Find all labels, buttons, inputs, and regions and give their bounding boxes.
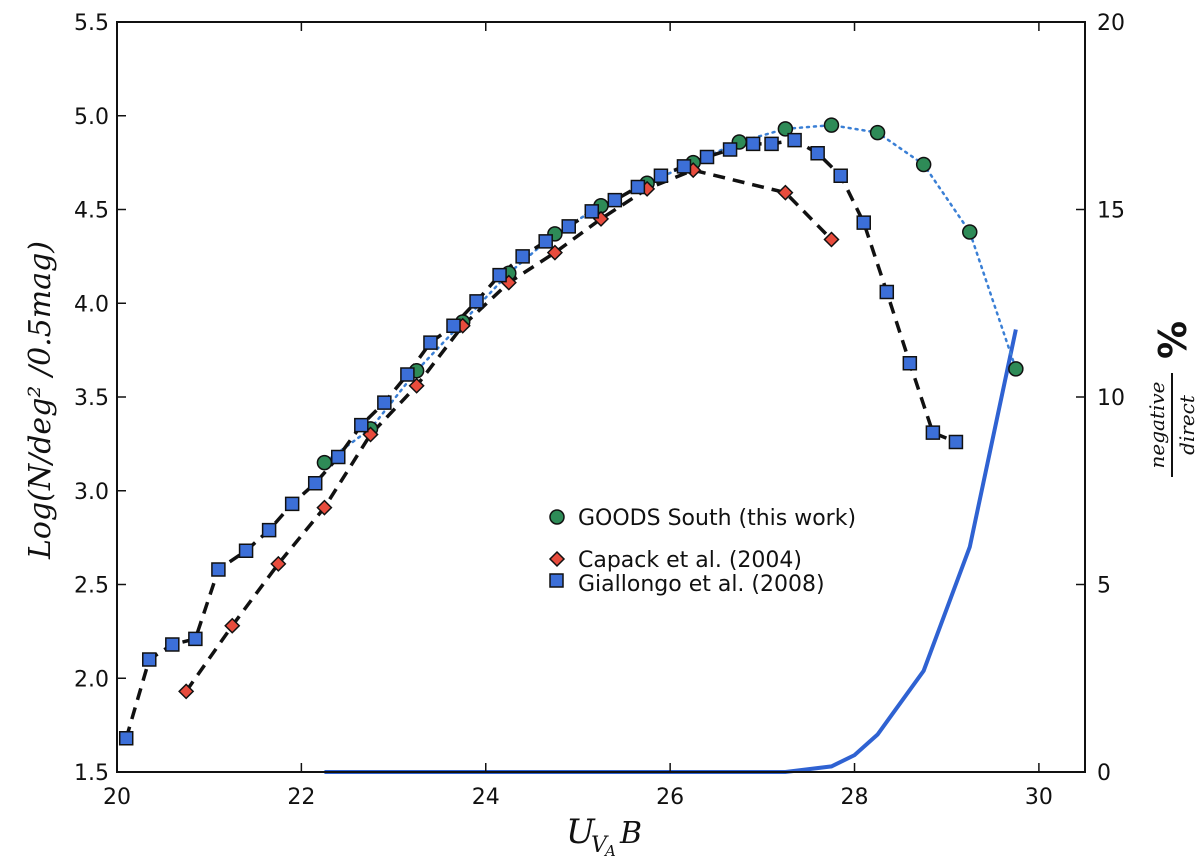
y2-axis-label-denominator: direct	[1175, 394, 1199, 455]
y-tick-label-6: 4.5	[74, 199, 109, 224]
data-point-giallongo-2	[165, 637, 180, 652]
data-point-giallongo-5	[238, 543, 254, 558]
y-tick-label-0: 1.5	[74, 761, 109, 786]
x-tick-label-4: 28	[841, 785, 869, 810]
x-axis-label-sub: V	[591, 833, 609, 857]
x-tick-label-3: 26	[656, 785, 684, 810]
data-point-giallongo-3	[188, 631, 203, 647]
data-point-goods-15	[1008, 361, 1024, 377]
data-point-goods-13	[915, 156, 932, 173]
x-tick-label-1: 22	[287, 785, 315, 810]
data-point-capack-13	[823, 231, 840, 248]
legend-marker-giallongo	[549, 573, 564, 588]
data-point-giallongo-19	[561, 219, 576, 234]
series-line-capack	[184, 168, 833, 693]
x-tick-label-2: 24	[472, 785, 500, 810]
y-tick-label-3: 3.0	[74, 480, 109, 505]
data-point-giallongo-25	[699, 149, 715, 165]
x-axis-label-subsub: A	[603, 842, 616, 857]
series-line-goods	[323, 123, 1018, 464]
y-tick-label-8: 5.5	[74, 11, 109, 36]
data-point-giallongo-13	[423, 335, 438, 350]
data-point-goods-11	[823, 117, 840, 133]
data-point-giallongo-22	[630, 179, 646, 195]
y2-axis-label-unit: %	[1151, 321, 1195, 359]
data-point-capack-12	[777, 184, 794, 201]
y-axis-label: Log(N/deg² /0.5mag)	[23, 241, 58, 560]
x-tick-label-5: 30	[1025, 785, 1053, 810]
y2-axis-label-numerator: negative	[1145, 381, 1169, 468]
data-point-giallongo-32	[856, 215, 871, 230]
data-point-giallongo-4	[211, 562, 226, 577]
data-point-giallongo-18	[538, 234, 553, 249]
data-point-giallongo-10	[354, 417, 369, 433]
data-point-giallongo-14	[446, 318, 461, 333]
data-point-capack-1	[224, 617, 241, 634]
data-point-giallongo-8	[307, 476, 323, 491]
x-tick-label-0: 20	[103, 785, 131, 810]
data-point-giallongo-17	[515, 249, 530, 264]
y-tick-label-2: 2.5	[74, 574, 109, 599]
plot-frame	[116, 21, 1086, 773]
data-point-capack-5	[408, 377, 425, 394]
y2-axis-label: negative direct %	[1145, 321, 1199, 477]
data-point-giallongo-34	[902, 356, 918, 371]
data-point-giallongo-6	[261, 522, 277, 538]
y2-tick-label-2: 10	[1097, 386, 1125, 411]
data-point-giallongo-36	[948, 434, 964, 450]
legend-label-giallongo: Giallongo et al. (2008)	[578, 572, 825, 597]
data-point-giallongo-15	[469, 294, 484, 309]
series-line-giallongo	[124, 138, 957, 739]
data-point-capack-0	[178, 683, 195, 700]
y-tick-label-4: 3.5	[74, 386, 109, 411]
y2-tick-label-1: 5	[1097, 574, 1111, 599]
x-axis-label-main: U	[566, 812, 596, 852]
legend-label-capack: Capack et al. (2004)	[578, 548, 802, 573]
data-point-goods-14	[962, 224, 978, 240]
data-point-giallongo-12	[400, 367, 415, 382]
plot-area	[118, 117, 1024, 774]
data-point-giallongo-24	[676, 159, 692, 174]
y2-tick-label-0: 0	[1097, 761, 1111, 786]
data-point-goods-0	[316, 454, 333, 471]
y2-tick-label-4: 20	[1097, 11, 1125, 36]
data-point-capack-2	[270, 555, 287, 572]
legend-label-goods: GOODS South (this work)	[578, 506, 856, 531]
x-axis-label-tail: B	[619, 816, 642, 851]
x-axis-label: U V A B	[566, 812, 642, 857]
legend-marker-capack	[548, 550, 566, 568]
data-point-giallongo-35	[925, 425, 941, 440]
data-point-giallongo-0	[118, 731, 134, 746]
data-point-goods-10	[777, 121, 794, 137]
data-point-giallongo-27	[745, 136, 761, 152]
data-point-goods-12	[869, 124, 886, 141]
legend: GOODS South (this work) Capack et al. (2…	[548, 506, 856, 597]
data-point-giallongo-21	[607, 192, 623, 208]
data-point-capack-8	[546, 244, 563, 261]
y-tick-label-7: 5.0	[74, 105, 109, 130]
data-point-giallongo-30	[810, 146, 825, 161]
data-point-giallongo-33	[879, 284, 895, 300]
data-point-giallongo-16	[492, 267, 507, 283]
data-point-giallongo-20	[584, 204, 600, 219]
data-point-giallongo-9	[331, 449, 346, 465]
data-point-giallongo-7	[284, 496, 300, 512]
data-point-giallongo-11	[377, 395, 392, 410]
legend-marker-goods	[549, 509, 565, 525]
axes: 20 22 24 26 28 30 1.5 2.0 2.5 3.0 3.5 4.0 4.5 5.0 5.5 0…	[74, 11, 1125, 810]
y-tick-label-5: 4.0	[74, 292, 109, 317]
data-point-giallongo-31	[833, 168, 848, 183]
data-point-giallongo-28	[764, 136, 779, 152]
data-point-giallongo-1	[142, 652, 157, 667]
data-point-giallongo-26	[722, 142, 738, 157]
y-tick-label-1: 2.0	[74, 667, 109, 692]
y2-tick-label-3: 15	[1097, 199, 1125, 224]
data-point-giallongo-23	[653, 168, 669, 183]
data-point-giallongo-29	[787, 132, 802, 148]
data-point-capack-3	[316, 499, 333, 516]
